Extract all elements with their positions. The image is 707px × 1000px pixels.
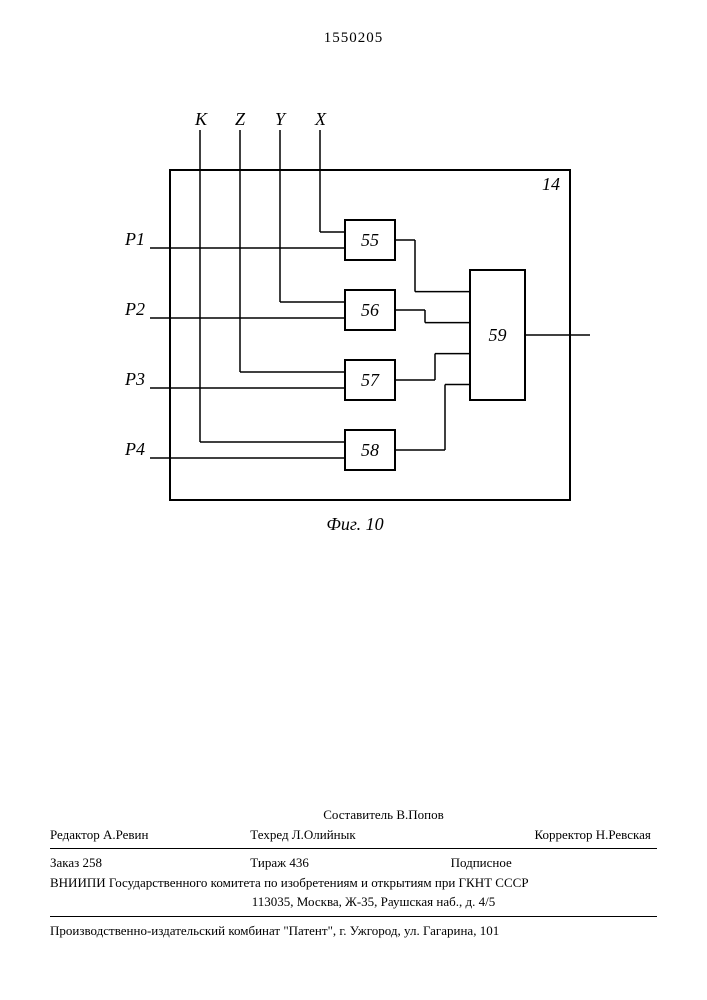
svg-text:P1: P1	[124, 229, 145, 249]
svg-text:Z: Z	[235, 109, 246, 129]
org-address-line1: ВНИИПИ Государственного комитета по изоб…	[50, 873, 657, 893]
divider	[50, 848, 657, 849]
svg-text:58: 58	[361, 440, 379, 460]
page-number: 1550205	[0, 30, 707, 47]
subscription-label: Подписное	[451, 853, 651, 873]
compiler-credit: Составитель В.Попов	[110, 805, 657, 825]
tirazh: Тираж 436	[250, 853, 450, 873]
corrector-credit: Корректор Н.Ревская	[451, 825, 651, 845]
footer-block: Составитель В.Попов Редактор А.Ревин Тех…	[50, 805, 657, 940]
svg-text:57: 57	[361, 370, 380, 390]
svg-text:X: X	[314, 109, 327, 129]
techred-credit: Техред Л.Олийнык	[250, 825, 450, 845]
svg-text:56: 56	[361, 300, 379, 320]
svg-text:Y: Y	[275, 109, 287, 129]
svg-text:55: 55	[361, 230, 379, 250]
svg-text:P3: P3	[124, 369, 145, 389]
order-number: Заказ 258	[50, 853, 250, 873]
svg-text:Фиг. 10: Фиг. 10	[326, 514, 383, 534]
svg-text:P4: P4	[124, 439, 145, 459]
svg-text:14: 14	[542, 174, 560, 194]
production-line: Производственно-издательский комбинат "П…	[50, 921, 657, 941]
org-address-line2: 113035, Москва, Ж-35, Раушская наб., д. …	[90, 892, 657, 912]
divider	[50, 916, 657, 917]
svg-text:P2: P2	[124, 299, 145, 319]
svg-text:K: K	[194, 109, 208, 129]
circuit-diagram: 14KZYX5556575859P1P2P3P4PiФиг. 10	[120, 100, 590, 540]
svg-text:59: 59	[489, 325, 507, 345]
editor-credit: Редактор А.Ревин	[50, 825, 250, 845]
